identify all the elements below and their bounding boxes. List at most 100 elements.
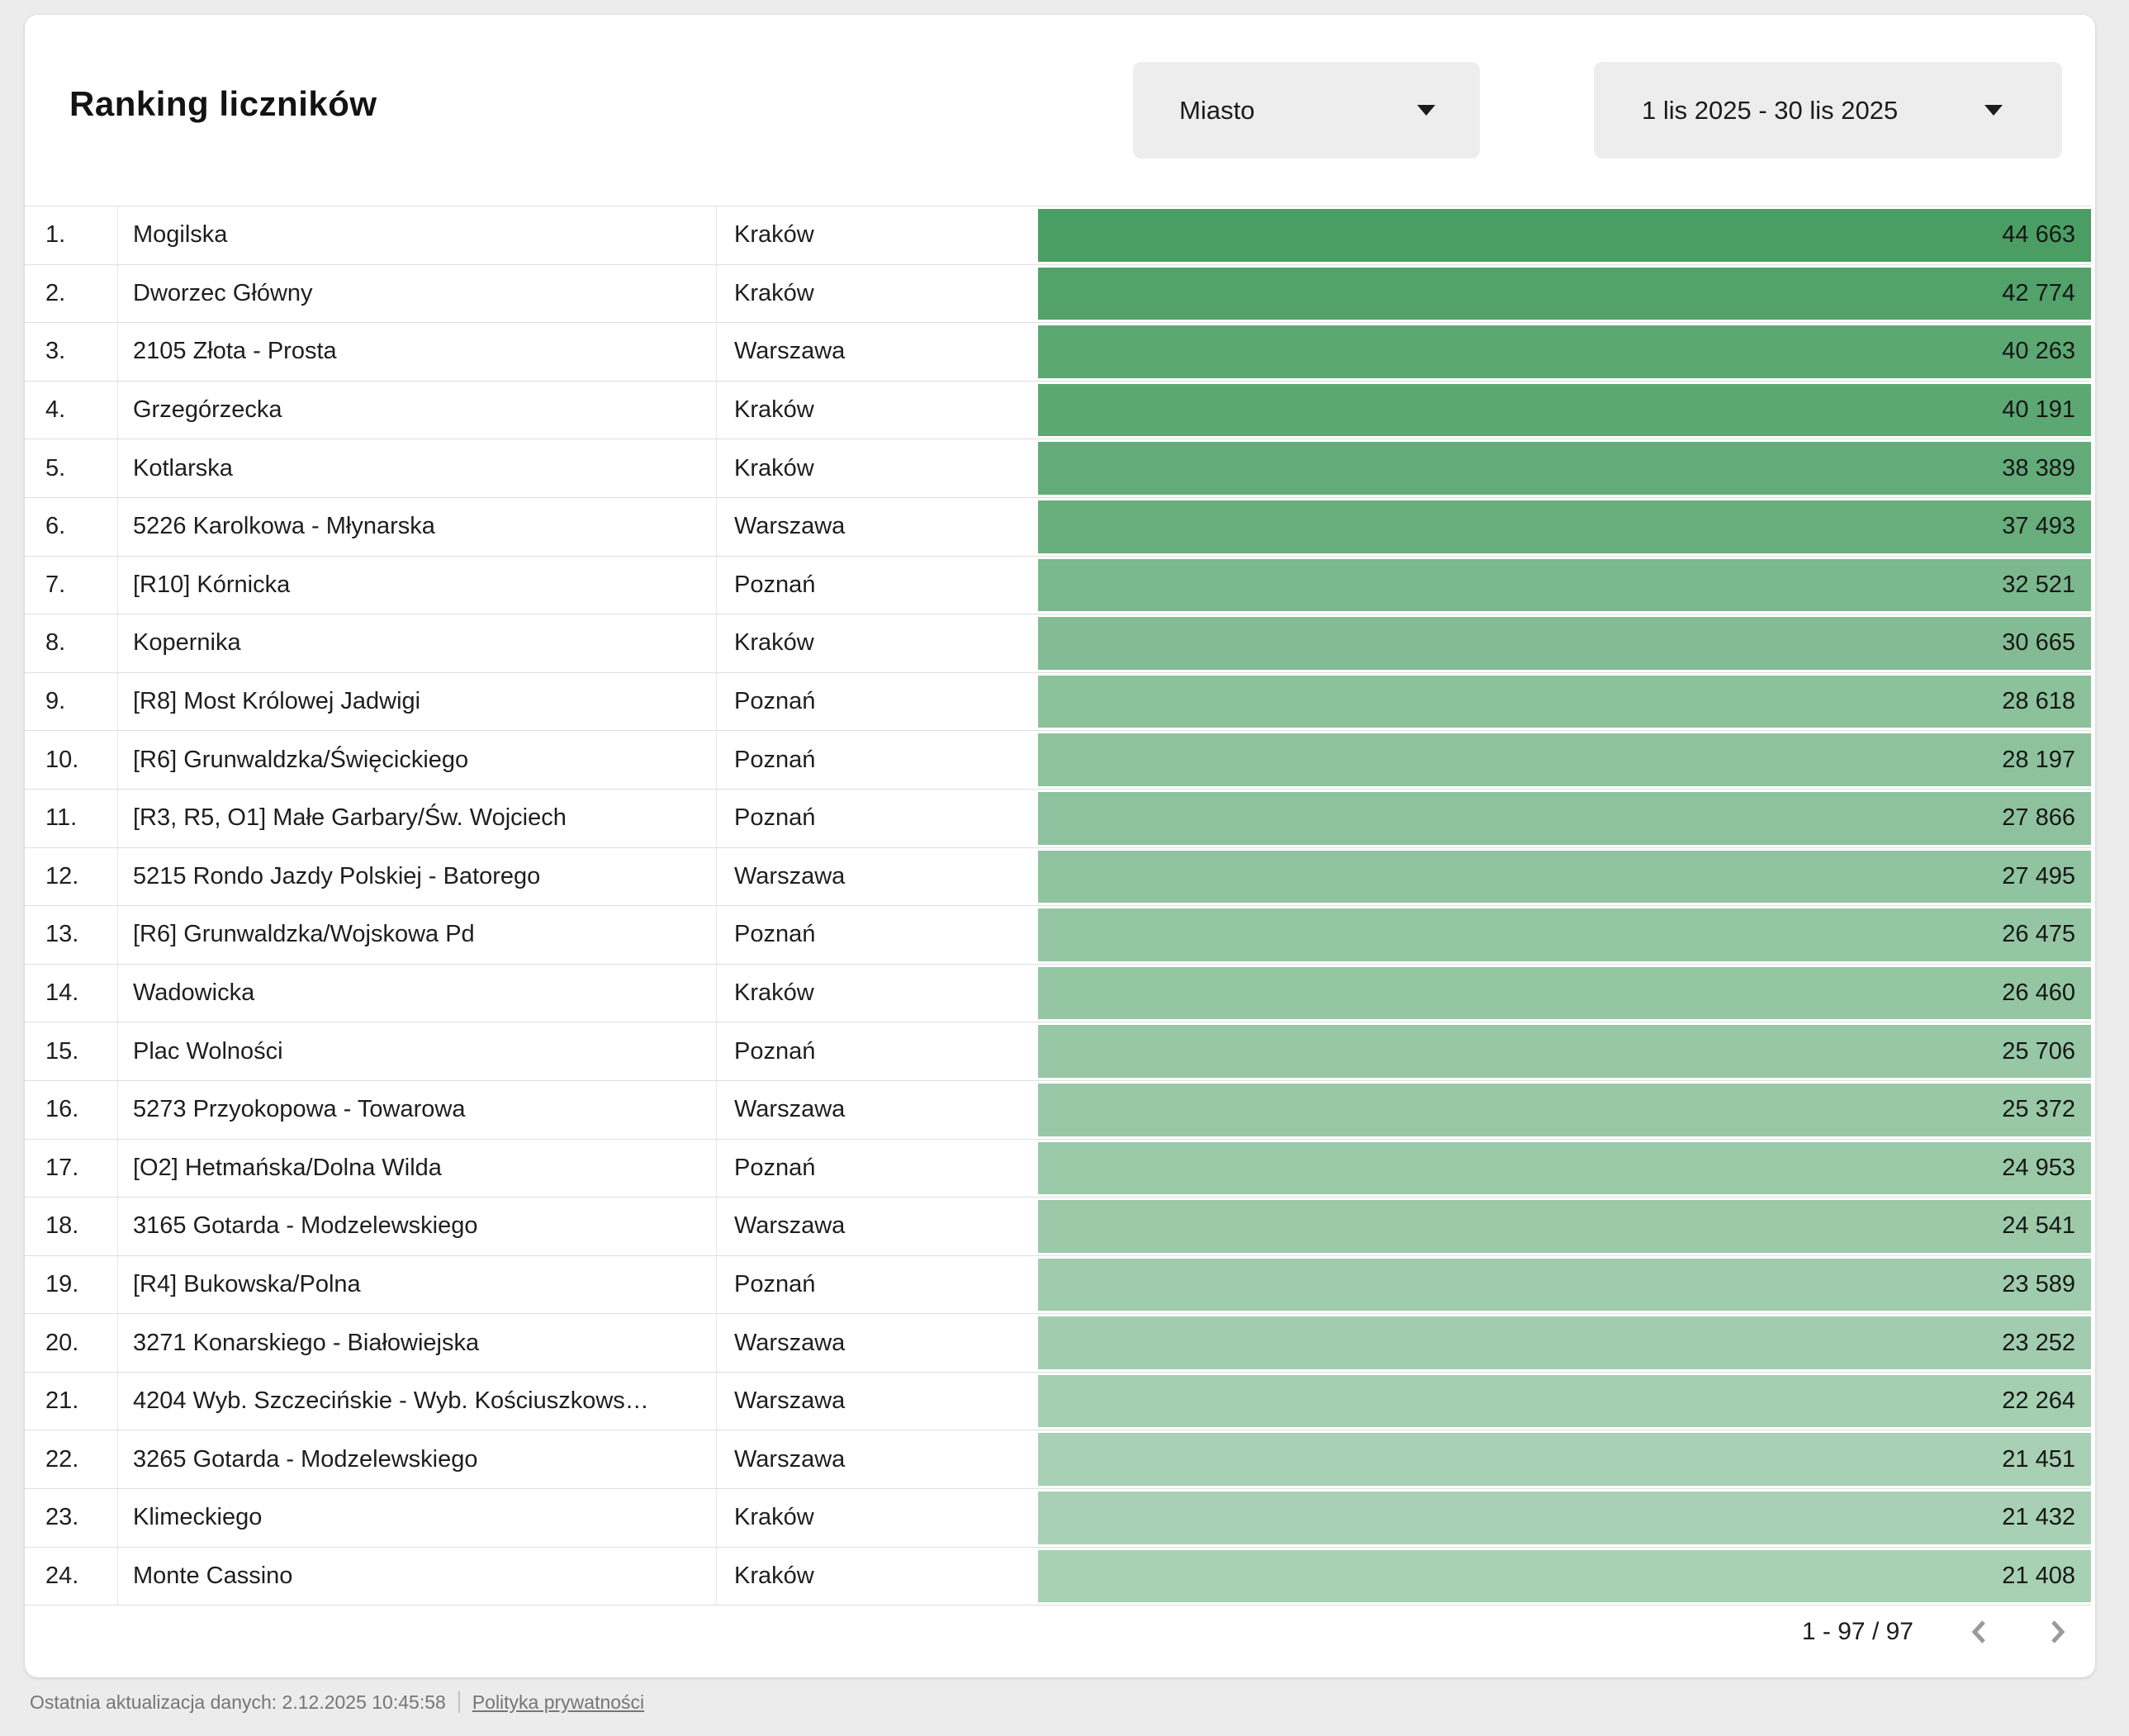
chevron-down-icon	[1984, 105, 2003, 116]
value-bar: 23 589	[1038, 1258, 2091, 1311]
value-bar: 30 665	[1038, 617, 2091, 670]
table-row: 7. [R10] Kórnicka Poznań 32 521	[25, 556, 2091, 615]
value-cell: 28 618	[1038, 673, 2091, 731]
value-bar: 22 264	[1038, 1374, 2091, 1428]
value-cell: 23 589	[1038, 1256, 2091, 1314]
date-range-label: 1 lis 2025 - 30 lis 2025	[1642, 95, 1899, 125]
value-bar: 27 495	[1038, 850, 2091, 904]
value-label: 23 589	[2002, 1270, 2075, 1297]
rank-cell: 12.	[45, 862, 79, 889]
city-cell: Kraków	[716, 614, 1038, 672]
name-cell: Monte Cassino	[117, 1547, 716, 1606]
ranking-table-body: 1. Mogilska Kraków 44 663 2. Dworzec Głó…	[25, 206, 2091, 1606]
table-row: 16. 5273 Przyokopowa - Towarowa Warszawa…	[25, 1080, 2091, 1140]
rank-cell: 7.	[45, 571, 66, 598]
city-cell: Warszawa	[716, 1314, 1038, 1372]
value-label: 26 475	[2002, 921, 2075, 948]
value-bar: 28 618	[1038, 675, 2091, 728]
city-cell: Kraków	[716, 264, 1038, 323]
rank-cell: 23.	[45, 1504, 79, 1531]
table-row: 11. [R3, R5, O1] Małe Garbary/Św. Wojcie…	[25, 789, 2091, 848]
rank-cell: 11.	[45, 804, 78, 832]
rank-cell: 5.	[45, 454, 66, 481]
name-cell: Plac Wolności	[117, 1022, 716, 1080]
pagination-label: 1 - 97 / 97	[1801, 1618, 1913, 1645]
value-bar: 26 460	[1038, 966, 2091, 1020]
rank-cell: 3.	[45, 338, 66, 365]
table-row: 5. Kotlarska Kraków 38 389	[25, 439, 2091, 498]
city-cell: Poznań	[716, 731, 1038, 789]
report-card: Ranking liczników Miasto 1 lis 2025 - 30…	[25, 15, 2095, 1677]
table-row: 2. Dworzec Główny Kraków 42 774	[25, 264, 2091, 324]
rank-cell: 14.	[45, 979, 79, 1007]
city-cell: Kraków	[716, 206, 1038, 264]
value-cell: 25 372	[1038, 1081, 2091, 1139]
name-cell: Dworzec Główny	[117, 264, 716, 323]
table-row: 14. Wadowicka Kraków 26 460	[25, 964, 2091, 1023]
value-label: 22 264	[2002, 1387, 2075, 1415]
value-bar: 21 432	[1038, 1492, 2091, 1544]
value-bar: 42 774	[1038, 267, 2091, 320]
value-cell: 26 475	[1038, 906, 2091, 964]
name-cell: 4204 Wyb. Szczecińskie - Wyb. Kościuszko…	[117, 1372, 716, 1430]
city-cell: Kraków	[716, 439, 1038, 497]
chevron-left-icon	[1971, 1620, 1985, 1644]
rank-cell: 19.	[45, 1270, 79, 1297]
value-label: 25 372	[2002, 1096, 2075, 1123]
date-range-dropdown[interactable]: 1 lis 2025 - 30 lis 2025	[1594, 62, 2062, 159]
table-row: 20. 3271 Konarskiego - Białowiejska Wars…	[25, 1314, 2091, 1373]
name-cell: [R10] Kórnicka	[117, 556, 716, 614]
value-label: 27 495	[2002, 862, 2075, 889]
rank-cell: 4.	[45, 396, 66, 424]
value-label: 37 493	[2002, 513, 2075, 540]
name-cell: Wadowicka	[117, 964, 716, 1022]
value-cell: 32 521	[1038, 557, 2091, 614]
prev-page-button[interactable]	[1965, 1617, 1994, 1647]
rank-cell: 8.	[45, 629, 66, 657]
value-cell: 40 263	[1038, 323, 2091, 381]
city-cell: Warszawa	[716, 497, 1038, 556]
name-cell: Klimeckiego	[117, 1489, 716, 1547]
rank-cell: 22.	[45, 1445, 79, 1473]
table-row: 13. [R6] Grunwaldzka/Wojskowa Pd Poznań …	[25, 906, 2091, 965]
name-cell: Mogilska	[117, 206, 716, 264]
city-cell: Warszawa	[716, 1198, 1038, 1255]
city-cell: Poznań	[716, 672, 1038, 731]
rank-cell: 13.	[45, 921, 79, 948]
value-cell: 44 663	[1038, 206, 2091, 264]
table-row: 23. Klimeckiego Kraków 21 432	[25, 1489, 2091, 1548]
city-cell: Poznań	[716, 1255, 1038, 1314]
value-cell: 23 252	[1038, 1314, 2091, 1372]
city-cell: Warszawa	[716, 323, 1038, 381]
value-cell: 27 866	[1038, 790, 2091, 847]
value-label: 27 866	[2002, 804, 2075, 832]
chevron-right-icon	[2051, 1620, 2065, 1644]
value-label: 26 460	[2002, 979, 2075, 1007]
value-bar: 26 475	[1038, 908, 2091, 961]
city-filter-dropdown[interactable]: Miasto	[1133, 62, 1480, 159]
table-row: 24. Monte Cassino Kraków 21 408	[25, 1547, 2091, 1606]
value-label: 30 665	[2002, 629, 2075, 657]
value-bar: 24 541	[1038, 1200, 2091, 1253]
pagination: 1 - 97 / 97	[1802, 1612, 2072, 1652]
page-title: Ranking liczników	[69, 84, 377, 123]
value-cell: 24 953	[1038, 1140, 2091, 1198]
rank-cell: 15.	[45, 1037, 79, 1065]
table-row: 3. 2105 Złota - Prosta Warszawa 40 263	[25, 323, 2091, 382]
rank-cell: 6.	[45, 513, 66, 540]
next-page-button[interactable]	[2042, 1617, 2072, 1647]
value-cell: 30 665	[1038, 614, 2091, 672]
value-label: 40 263	[2002, 338, 2075, 365]
value-cell: 27 495	[1038, 848, 2091, 906]
city-filter-label: Miasto	[1179, 95, 1255, 125]
table-row: 15. Plac Wolności Poznań 25 706	[25, 1022, 2091, 1081]
value-label: 28 197	[2002, 746, 2075, 773]
privacy-policy-link[interactable]: Polityka prywatności	[472, 1691, 645, 1713]
value-cell: 42 774	[1038, 265, 2091, 323]
value-bar: 40 263	[1038, 325, 2091, 378]
value-cell: 37 493	[1038, 498, 2091, 556]
name-cell: Grzegórzecka	[117, 381, 716, 439]
table-row: 22. 3265 Gotarda - Modzelewskiego Warsza…	[25, 1430, 2091, 1490]
value-label: 38 389	[2002, 454, 2075, 481]
value-bar: 25 706	[1038, 1025, 2091, 1078]
